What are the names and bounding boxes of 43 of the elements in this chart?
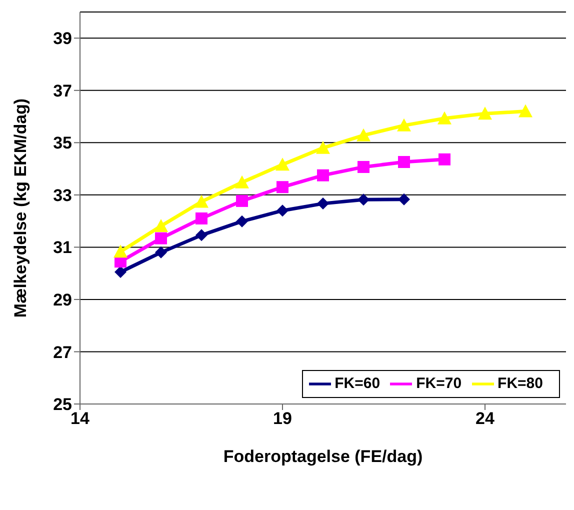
y-tick-label: 35	[53, 134, 72, 153]
point	[317, 169, 329, 182]
x-axis-title: Foderoptagelse (FE/dag)	[223, 447, 423, 466]
point	[316, 140, 330, 154]
y-tick-label: 37	[53, 81, 72, 100]
point	[114, 266, 126, 278]
point	[438, 111, 452, 124]
x-tick-label: 14	[70, 409, 90, 428]
point	[114, 244, 128, 258]
point	[196, 212, 208, 224]
point	[276, 181, 288, 194]
legend-label: FK=60	[334, 375, 380, 392]
point	[235, 175, 249, 188]
y-tick-label: 33	[53, 186, 72, 205]
point	[356, 128, 370, 142]
legend-label: FK=80	[498, 375, 543, 392]
point	[154, 219, 168, 232]
point	[478, 106, 492, 120]
x-tick-label: 19	[273, 409, 292, 428]
y-tick-label: 39	[53, 29, 72, 48]
point	[194, 194, 208, 208]
point	[236, 215, 248, 228]
point	[438, 153, 450, 166]
point	[276, 158, 290, 171]
point	[358, 194, 370, 206]
point	[155, 246, 167, 258]
point	[398, 193, 410, 206]
x-tick-label: 24	[476, 409, 495, 428]
y-tick-label: 31	[53, 238, 72, 258]
point	[398, 156, 410, 168]
point	[155, 232, 167, 244]
point	[276, 204, 288, 217]
point	[317, 198, 329, 210]
point	[196, 229, 208, 242]
point	[236, 194, 248, 207]
point	[358, 160, 370, 173]
point	[397, 118, 411, 132]
y-tick-label: 29	[53, 290, 72, 310]
legend-label: FK=70	[416, 375, 462, 392]
y-tick-label: 27	[53, 342, 72, 362]
y-tick-label: 25	[53, 395, 72, 414]
y-axis-title: Mælkeydelse (kg EKM/dag)	[11, 98, 30, 318]
point	[518, 104, 532, 118]
